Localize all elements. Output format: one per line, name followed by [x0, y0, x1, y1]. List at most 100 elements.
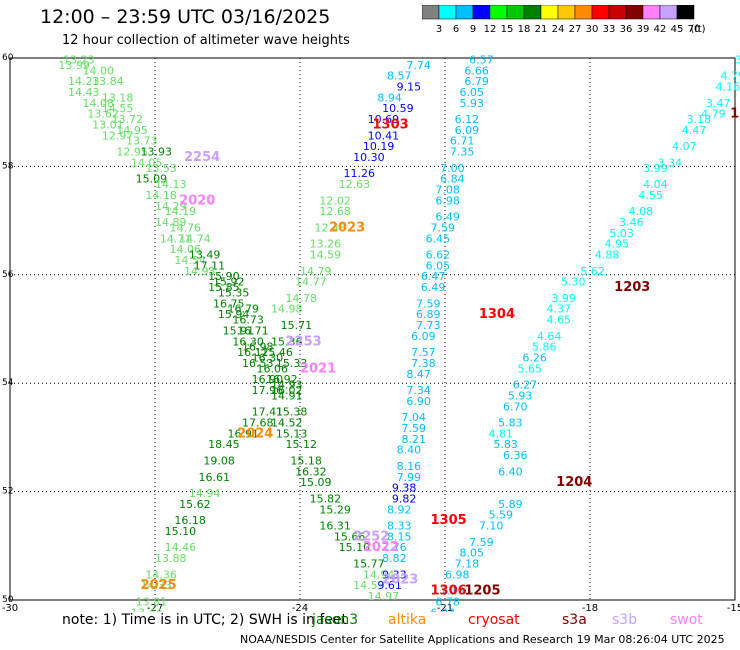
wave-height-label: 16.73: [232, 314, 263, 327]
wave-height-label: 19.08: [203, 455, 235, 468]
wave-height-label: 14.13: [155, 178, 187, 191]
lon-tick-label: -15: [727, 603, 740, 612]
lon-tick-label: -30: [2, 603, 18, 612]
pass-time-label: 1305: [431, 513, 467, 528]
colorbar-tick-label: 12: [484, 24, 497, 35]
wave-height-label: 16.98: [242, 341, 274, 354]
wave-height-label: 8.47: [406, 368, 431, 381]
wave-height-label: 14.23: [68, 75, 100, 88]
wave-height-label: 13.99: [58, 59, 89, 72]
pass-time-label: 2252: [353, 529, 389, 544]
wave-height-label: 3.34: [658, 156, 683, 169]
wave-height-label: 5.03: [609, 227, 634, 240]
wave-height-label: 7.59: [416, 297, 441, 310]
wave-height-label: 6.49: [421, 281, 446, 294]
wave-height-label: 7.99: [397, 471, 422, 484]
wave-height-label: 5.83: [498, 417, 522, 430]
wave-height-label: 6.66: [464, 64, 489, 77]
wave-height-label: 7.08: [435, 184, 460, 197]
wave-height-label: 13.72: [112, 113, 144, 126]
colorbar-swatch: [676, 5, 695, 20]
pass-time-label: 2024: [237, 426, 273, 441]
map-frame: [9, 57, 736, 601]
legend-item-jason3: jason3: [312, 612, 359, 628]
wave-height-label: 8.92: [387, 503, 412, 516]
pass-time-label: 2022: [363, 540, 399, 555]
wave-height-label: 7.00: [440, 162, 465, 175]
wave-height-label: 5.89: [498, 498, 522, 511]
wave-height-label: 5.86: [532, 341, 557, 354]
wave-height-label: 15.10: [165, 525, 197, 538]
wave-height-label: 4.79: [721, 70, 740, 83]
wave-height-label: 15.18: [290, 455, 322, 468]
wave-height-label: 6.70: [503, 400, 528, 413]
wave-height-label: 6.12: [455, 113, 480, 126]
wave-height-label: 14.06: [170, 243, 202, 256]
wave-height-label: 12.48: [315, 221, 347, 234]
wave-height-label: 9.38: [392, 482, 417, 495]
wave-height-label: 6.89: [416, 308, 441, 321]
wave-height-label: 7.13: [440, 585, 465, 598]
lat-tick-label: 60: [2, 53, 14, 63]
wave-height-label: 14.91: [271, 389, 303, 402]
wave-height-label: 6.71: [450, 135, 475, 148]
wave-height-label: 4.04: [643, 178, 668, 191]
wave-height-label: 14.95: [116, 124, 148, 137]
wave-height-label: 7.59: [431, 221, 456, 234]
wave-height-label: 15.12: [286, 438, 318, 451]
wave-height-label: 15.38: [276, 406, 308, 419]
wave-height-label: 6.84: [440, 173, 465, 186]
wave-height-label: 6.79: [464, 75, 489, 88]
wave-height-label: 7.76: [382, 541, 407, 554]
wave-height-label: 15.09: [136, 173, 168, 186]
wave-height-label: 13.88: [155, 552, 187, 565]
wave-height-label: 8.57: [387, 70, 412, 83]
wave-height-label: 3.46: [619, 216, 644, 229]
wave-height-label: 14.33: [141, 579, 173, 592]
wave-height-label: 12.97: [102, 129, 134, 142]
wave-height-label: 18.45: [208, 438, 240, 451]
wave-height-label: 14.54: [174, 254, 206, 267]
wave-height-label: 3.99: [551, 292, 576, 305]
wave-height-label: 14.53: [353, 579, 385, 592]
wave-height-label: 15.09: [300, 476, 332, 489]
wave-height-label: 9.61: [377, 579, 402, 592]
lat-tick-label: 56: [2, 270, 14, 280]
wave-height-label: 13.62: [87, 108, 119, 121]
wave-height-label: 6.05: [426, 259, 451, 272]
wave-height-label: 16.31: [319, 520, 351, 533]
wave-height-label: 4.81: [489, 427, 514, 440]
wave-height-label: 14.08: [83, 97, 115, 110]
wave-height-label: 5.30: [561, 276, 586, 289]
wave-height-label: 7.59: [469, 536, 494, 549]
pass-time-label: 1205: [464, 584, 500, 599]
wave-height-label: 6.62: [426, 249, 451, 262]
wave-height-label: 5.93: [508, 389, 533, 402]
lon-tick-label: -27: [147, 603, 163, 612]
colorbar-tick-label: 27: [569, 24, 582, 35]
wave-height-label: 4.47: [682, 124, 707, 137]
legend-item-s3a: s3a: [562, 612, 587, 628]
wave-height-label: 3.18: [687, 113, 712, 126]
wave-height-label: 14.19: [165, 205, 197, 218]
wave-height-label: 8.16: [397, 460, 422, 473]
wave-height-label: 5.59: [489, 509, 514, 522]
wave-height-label: 6.36: [503, 449, 528, 462]
wave-height-label: 14.59: [310, 249, 342, 262]
wave-height-label: 14.77: [295, 276, 327, 289]
wave-height-label: 15.13: [276, 427, 308, 440]
wave-height-label: 8.82: [382, 552, 407, 565]
wave-height-label: 7.18: [455, 557, 480, 570]
wave-height-label: 16.30: [232, 335, 263, 348]
wave-height-label: 12.63: [339, 178, 371, 191]
wave-height-label: 13.18: [102, 91, 134, 104]
wave-height-label: 7.34: [406, 384, 431, 397]
wave-height-label: 3.99: [643, 162, 668, 175]
wave-height-label: 14.71: [160, 232, 192, 245]
wave-height-label: 16.32: [295, 465, 327, 478]
colorbar-tick-label: 15: [501, 24, 514, 35]
wave-height-label: 15.10: [339, 541, 371, 554]
colorbar-tick-label: 3: [436, 24, 442, 35]
wave-height-label: 4.64: [537, 330, 562, 343]
wave-height-label: 9.33: [382, 568, 407, 581]
